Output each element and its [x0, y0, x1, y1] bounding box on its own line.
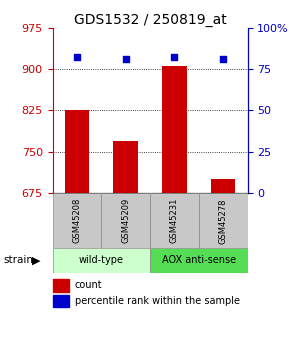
Text: GSM45208: GSM45208 [72, 198, 81, 244]
Text: GSM45231: GSM45231 [170, 198, 179, 244]
Bar [162, 66, 187, 193]
Bar [65, 110, 89, 193]
Text: wild-type: wild-type [79, 256, 124, 265]
Point [172, 55, 177, 60]
Text: GSM45209: GSM45209 [121, 198, 130, 244]
Text: percentile rank within the sample: percentile rank within the sample [75, 296, 240, 306]
Bar [150, 248, 248, 273]
Text: count: count [75, 280, 103, 290]
Bar [52, 248, 150, 273]
Text: AOX anti-sense: AOX anti-sense [162, 256, 236, 265]
Bar [199, 193, 248, 248]
Text: ▶: ▶ [32, 256, 40, 265]
Bar [150, 193, 199, 248]
Text: GSM45278: GSM45278 [219, 198, 228, 244]
Title: GDS1532 / 250819_at: GDS1532 / 250819_at [74, 12, 226, 27]
Text: strain: strain [3, 256, 33, 265]
Point [123, 56, 128, 62]
Bar [101, 193, 150, 248]
Bar [113, 141, 138, 193]
Bar [52, 193, 101, 248]
Point [74, 55, 79, 60]
Point [221, 56, 226, 62]
Bar [211, 179, 235, 193]
